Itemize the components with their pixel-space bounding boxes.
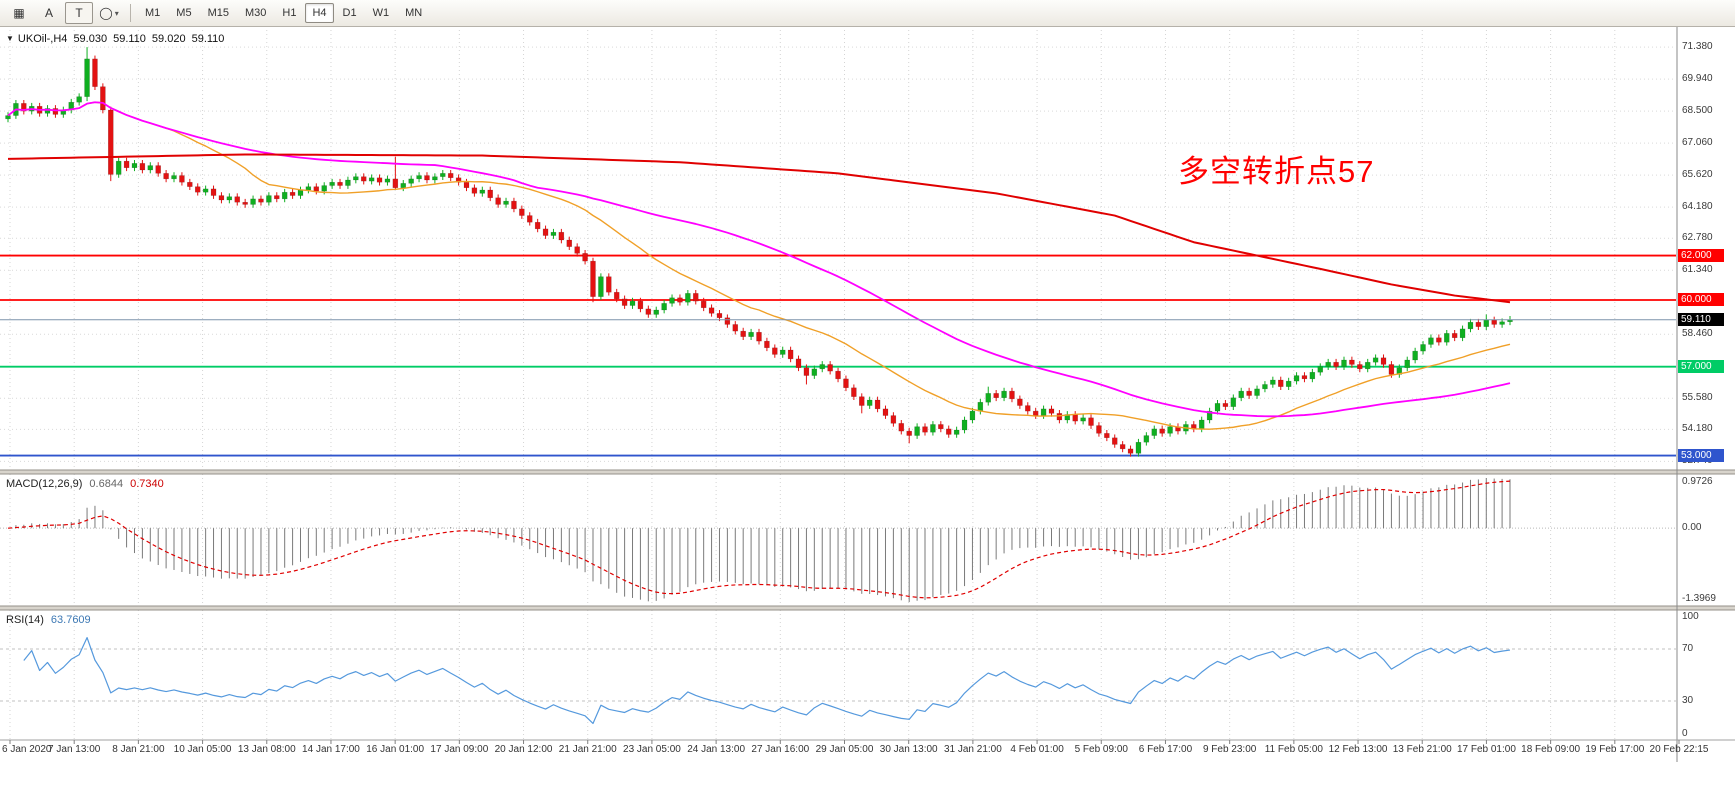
font-tool-glyph: A bbox=[44, 6, 53, 20]
shapes-tool-glyph: ◯ bbox=[99, 6, 113, 20]
text-tool[interactable]: T bbox=[65, 2, 93, 24]
chart-windows-icon[interactable]: ▦ bbox=[5, 2, 33, 24]
timeframe-button-h1[interactable]: H1 bbox=[275, 3, 303, 23]
text-tool-glyph: T bbox=[75, 6, 83, 20]
timeframe-button-h4[interactable]: H4 bbox=[305, 3, 334, 23]
font-tool[interactable]: A bbox=[35, 2, 63, 24]
timeframe-button-d1[interactable]: D1 bbox=[336, 3, 364, 23]
toolbar: ▦ A T ◯ ▾ M1 M5 M15 M30 H1 H4 D1 W1 MN bbox=[0, 0, 1735, 27]
timeframe-button-m5[interactable]: M5 bbox=[169, 3, 198, 23]
dropdown-caret-icon: ▾ bbox=[114, 8, 119, 18]
timeframe-button-m15[interactable]: M15 bbox=[201, 3, 236, 23]
timeframe-button-w1[interactable]: W1 bbox=[366, 3, 397, 23]
toolbar-tools-group: ▦ A T ◯ ▾ bbox=[4, 2, 124, 24]
timeframe-button-mn[interactable]: MN bbox=[398, 3, 429, 23]
toolbar-separator bbox=[130, 4, 131, 22]
timeframe-button-m1[interactable]: M1 bbox=[138, 3, 167, 23]
chart-windows-icon-glyph: ▦ bbox=[13, 6, 25, 20]
timeframe-button-m30[interactable]: M30 bbox=[238, 3, 273, 23]
timeframe-switcher: M1 M5 M15 M30 H1 H4 D1 W1 MN bbox=[137, 3, 430, 23]
shapes-tool[interactable]: ◯ ▾ bbox=[95, 2, 123, 24]
